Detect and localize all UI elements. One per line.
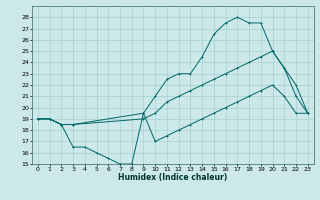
X-axis label: Humidex (Indice chaleur): Humidex (Indice chaleur) xyxy=(118,173,228,182)
